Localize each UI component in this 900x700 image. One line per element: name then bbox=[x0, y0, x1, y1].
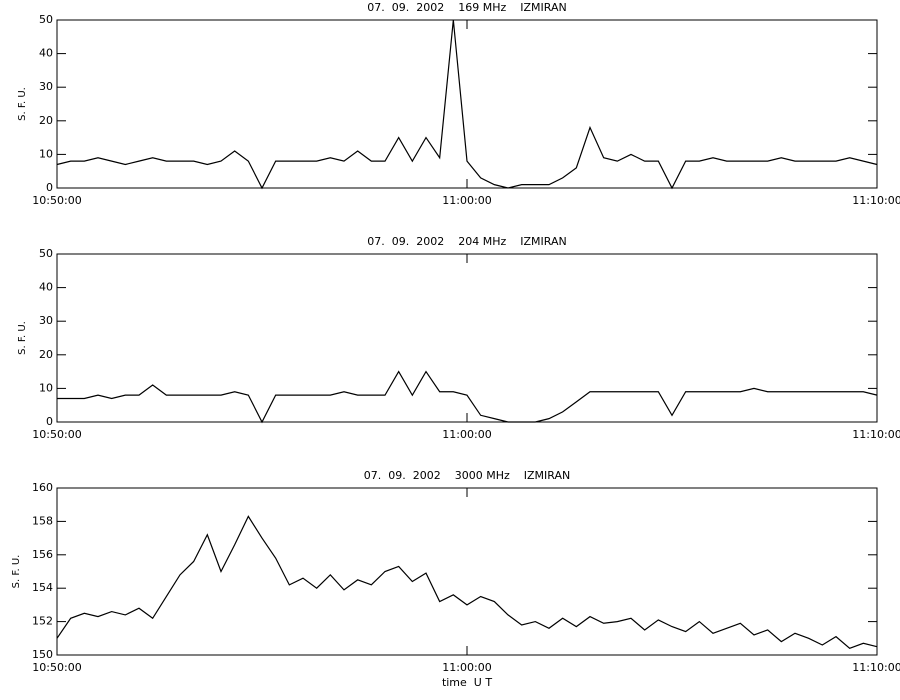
y-axis-label: S. F. U. bbox=[11, 555, 22, 589]
y-tick-label: 160 bbox=[32, 481, 53, 494]
y-tick-label: 50 bbox=[39, 13, 53, 26]
x-tick-label: 11:10:00 bbox=[852, 428, 900, 441]
x-tick-label: 11:10:00 bbox=[852, 194, 900, 207]
chart-title: 07. 09. 2002 204 MHz IZMIRAN bbox=[367, 235, 566, 248]
data-line bbox=[56, 19, 878, 190]
y-tick-label: 0 bbox=[46, 415, 53, 428]
chart-title: 07. 09. 2002 3000 MHz IZMIRAN bbox=[364, 469, 570, 482]
x-tick-label: 11:10:00 bbox=[852, 661, 900, 674]
x-tick-label: 11:00:00 bbox=[442, 428, 491, 441]
y-tick-label: 30 bbox=[39, 80, 53, 93]
y-tick-label: 150 bbox=[32, 648, 53, 661]
x-tick-label: 11:00:00 bbox=[442, 194, 491, 207]
y-tick-label: 40 bbox=[39, 47, 53, 60]
x-tick-label: 10:50:00 bbox=[32, 428, 81, 441]
y-tick-label: 40 bbox=[39, 281, 53, 294]
y-axis-label: S. F. U. bbox=[17, 87, 28, 121]
data-line bbox=[57, 370, 878, 424]
y-tick-label: 156 bbox=[32, 548, 53, 561]
y-tick-label: 0 bbox=[46, 181, 53, 194]
data-line bbox=[56, 515, 878, 650]
y-tick-label: 20 bbox=[39, 114, 53, 127]
x-axis-label: time U T bbox=[442, 676, 492, 689]
y-tick-label: 152 bbox=[32, 615, 53, 628]
plot-frame bbox=[56, 487, 878, 656]
plot-frame bbox=[56, 19, 878, 189]
y-tick-label: 158 bbox=[32, 514, 53, 527]
y-tick-label: 20 bbox=[39, 348, 53, 361]
x-tick-label: 11:00:00 bbox=[442, 661, 491, 674]
chart-title: 07. 09. 2002 169 MHz IZMIRAN bbox=[367, 1, 566, 14]
y-tick-label: 30 bbox=[39, 314, 53, 327]
x-tick-label: 10:50:00 bbox=[32, 194, 81, 207]
y-tick-label: 10 bbox=[39, 147, 53, 160]
y-tick-label: 10 bbox=[39, 381, 53, 394]
x-tick-label: 10:50:00 bbox=[32, 661, 81, 674]
y-tick-label: 50 bbox=[39, 247, 53, 260]
y-tick-label: 154 bbox=[32, 581, 53, 594]
y-axis-label: S. F. U. bbox=[17, 321, 28, 355]
plot-frame bbox=[56, 253, 878, 423]
